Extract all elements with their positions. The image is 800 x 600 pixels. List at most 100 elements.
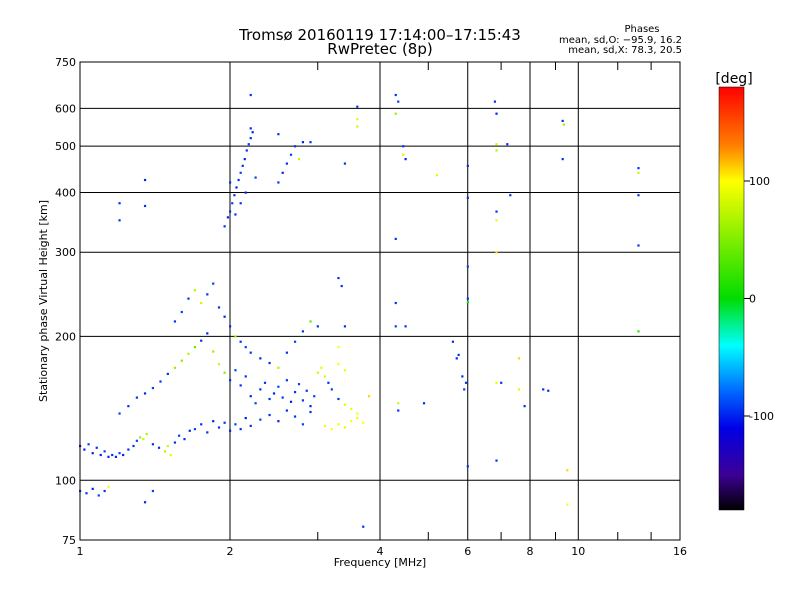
data-point xyxy=(212,350,215,353)
data-point xyxy=(239,340,242,343)
data-point xyxy=(229,210,232,213)
data-point xyxy=(231,202,234,205)
data-point xyxy=(247,143,250,146)
data-point xyxy=(114,455,118,458)
data-point xyxy=(285,409,288,412)
data-point xyxy=(457,353,460,357)
data-point xyxy=(254,176,257,179)
y-tick-label: 200 xyxy=(55,330,76,343)
data-point xyxy=(206,332,209,335)
data-point xyxy=(135,439,138,442)
data-points xyxy=(79,93,640,528)
data-point xyxy=(523,405,526,408)
data-point xyxy=(309,320,312,323)
x-axis-label: Frequency [MHz] xyxy=(334,556,426,569)
data-point xyxy=(394,112,397,115)
data-point xyxy=(193,289,197,292)
data-point xyxy=(337,423,340,426)
data-point xyxy=(309,410,312,414)
data-point xyxy=(229,379,232,382)
data-point xyxy=(229,181,232,184)
colorbar-tick-label: -100 xyxy=(749,410,774,423)
data-point xyxy=(249,395,252,398)
stats-line-o: mean, sd,O: −95.9, 16.2 xyxy=(559,35,682,46)
colorbar-tick-label: 0 xyxy=(749,293,756,306)
data-point xyxy=(200,423,203,426)
data-point xyxy=(561,119,564,123)
data-point xyxy=(239,171,242,174)
data-point xyxy=(249,127,252,130)
data-point xyxy=(301,141,305,144)
data-point xyxy=(343,403,347,406)
data-point xyxy=(226,216,230,219)
data-point xyxy=(547,389,550,392)
data-point xyxy=(404,158,407,161)
data-point xyxy=(244,346,247,349)
data-point xyxy=(637,330,640,333)
data-point xyxy=(99,453,102,457)
data-point xyxy=(356,117,359,121)
data-point xyxy=(234,369,237,372)
data-point xyxy=(561,158,564,161)
x-tick-label: 8 xyxy=(527,545,534,558)
data-point xyxy=(466,297,469,300)
data-point xyxy=(143,204,147,208)
data-point xyxy=(249,137,252,140)
data-point xyxy=(297,158,301,161)
y-tick-label: 400 xyxy=(55,186,76,199)
data-point xyxy=(356,105,359,108)
data-point xyxy=(249,424,252,428)
data-point xyxy=(212,282,215,285)
data-point xyxy=(394,237,397,241)
data-point xyxy=(139,436,142,439)
data-point xyxy=(356,416,359,420)
y-tick-label: 100 xyxy=(55,474,76,487)
data-point xyxy=(206,431,209,434)
data-point xyxy=(103,450,106,453)
data-point xyxy=(309,405,312,408)
data-point xyxy=(394,301,397,305)
data-point xyxy=(362,421,365,424)
data-point xyxy=(422,402,426,405)
data-point xyxy=(143,178,147,182)
data-point xyxy=(495,149,498,152)
axis-ticks: 1 2 4 6 8 10 16 75 100 200 300 400 500 600 750 xyxy=(55,56,687,558)
data-point xyxy=(637,171,640,174)
data-point xyxy=(118,412,121,415)
data-point xyxy=(244,191,247,194)
data-point xyxy=(637,167,640,170)
data-point xyxy=(251,131,254,134)
colorbar-ticks: 100 0 -100 xyxy=(744,175,774,423)
data-point xyxy=(566,503,569,506)
data-point xyxy=(343,325,347,328)
data-point xyxy=(223,225,226,228)
data-point xyxy=(118,219,121,222)
stats-title: Phases xyxy=(624,24,659,35)
data-point xyxy=(506,143,509,146)
data-point xyxy=(122,453,125,457)
data-point xyxy=(542,388,545,391)
data-point xyxy=(293,415,297,418)
data-point xyxy=(297,383,301,386)
data-point xyxy=(85,492,88,495)
data-point xyxy=(259,418,262,421)
data-point xyxy=(217,363,221,366)
data-point xyxy=(337,397,340,401)
data-point xyxy=(397,409,400,412)
data-point xyxy=(367,395,371,398)
data-point xyxy=(404,325,407,328)
stats-line-x: mean, sd,X: 78.3, 20.5 xyxy=(568,45,682,56)
data-point xyxy=(466,164,469,167)
data-point xyxy=(145,432,148,436)
data-point xyxy=(239,384,242,387)
data-point xyxy=(309,141,312,144)
data-point xyxy=(243,158,246,161)
data-point xyxy=(166,444,169,448)
data-point xyxy=(200,339,203,342)
data-point xyxy=(157,446,161,449)
data-point xyxy=(281,396,284,399)
grid-lines xyxy=(79,61,681,541)
chart-subtitle: RwPretec (8p) xyxy=(327,40,432,58)
data-point xyxy=(180,310,183,314)
data-point xyxy=(277,181,280,184)
